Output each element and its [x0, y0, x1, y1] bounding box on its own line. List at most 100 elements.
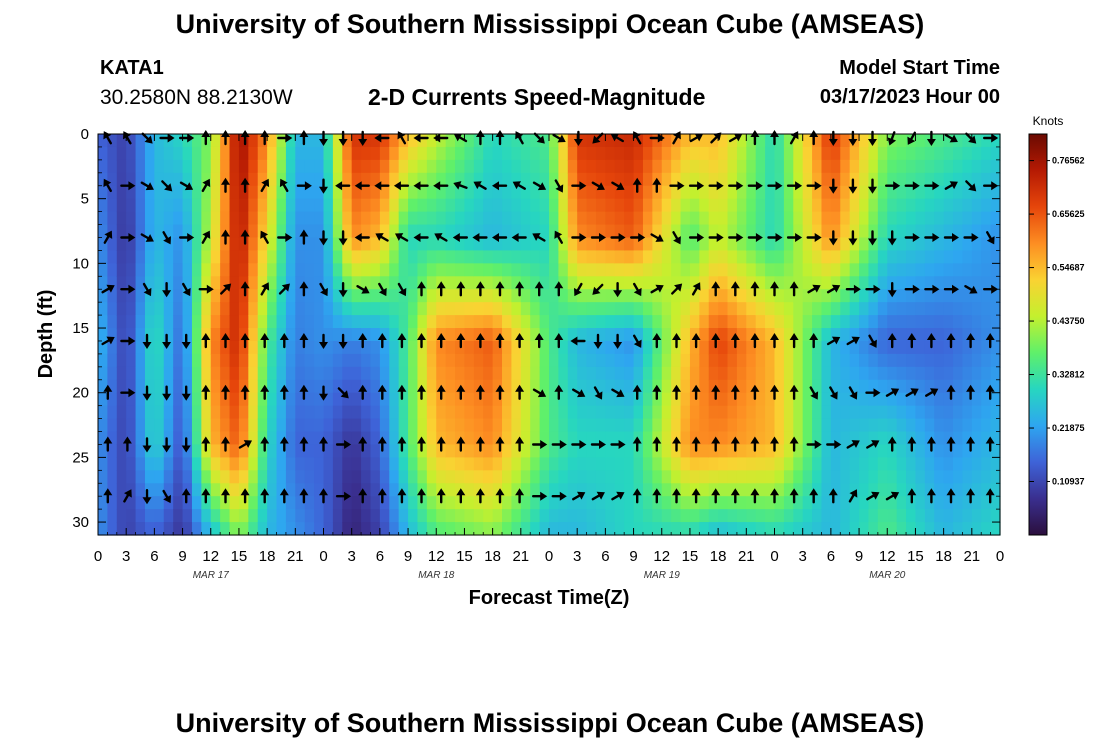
- heatmap-cell: [445, 496, 456, 510]
- heatmap-cell: [595, 289, 606, 303]
- heatmap-cell: [173, 444, 184, 458]
- heatmap-cell: [605, 483, 616, 497]
- heatmap-cell: [633, 509, 644, 523]
- heatmap-cell: [455, 263, 466, 277]
- heatmap-cell: [304, 353, 315, 368]
- heatmap-cell: [351, 302, 362, 316]
- heatmap-cell: [896, 302, 907, 316]
- heatmap-cell: [577, 509, 588, 523]
- heatmap-cell: [511, 483, 522, 497]
- heatmap-cell: [332, 172, 343, 187]
- heatmap-cell: [520, 509, 531, 523]
- current-vector-arrow: [240, 384, 250, 400]
- heatmap-cell: [595, 353, 606, 368]
- heatmap-cell: [577, 146, 588, 161]
- heatmap-cell: [887, 146, 898, 161]
- heatmap-cell: [295, 457, 306, 471]
- heatmap-cell: [849, 379, 860, 394]
- current-vector-arrow: [279, 384, 289, 400]
- heatmap-cell: [201, 159, 212, 174]
- current-vector-arrow: [532, 181, 547, 191]
- heatmap-cell: [830, 289, 841, 303]
- heatmap-cell: [238, 405, 249, 420]
- heatmap-cell: [558, 146, 569, 161]
- heatmap-cell: [746, 405, 757, 420]
- heatmap-cell: [830, 392, 841, 407]
- heatmap-cell: [342, 392, 353, 407]
- heatmap-cell: [248, 237, 259, 252]
- heatmap-cell: [473, 457, 484, 471]
- heatmap-cell: [342, 159, 353, 174]
- heatmap-cell: [915, 483, 926, 497]
- heatmap-cell: [361, 276, 372, 290]
- heatmap-cell: [304, 379, 315, 394]
- current-vector-arrow: [181, 488, 191, 504]
- heatmap-cell: [915, 392, 926, 407]
- heatmap-cell: [840, 159, 851, 174]
- heatmap-cell: [295, 263, 306, 277]
- heatmap-cell: [210, 353, 221, 368]
- heatmap-cell: [830, 418, 841, 433]
- heatmap-cell: [840, 328, 851, 342]
- heatmap-cell: [971, 172, 982, 187]
- heatmap-cell: [802, 392, 813, 407]
- heatmap-cell: [605, 470, 616, 484]
- heatmap-cell: [849, 418, 860, 433]
- heatmap-cell: [586, 522, 597, 536]
- heatmap-cell: [464, 172, 475, 187]
- heatmap-cell: [971, 185, 982, 200]
- heatmap-cell: [906, 366, 917, 381]
- heatmap-cell: [718, 353, 729, 368]
- heatmap-cell: [755, 211, 766, 226]
- heatmap-cell: [934, 134, 945, 148]
- current-vector-arrow: [944, 181, 958, 190]
- heatmap-cell: [351, 470, 362, 484]
- heatmap-cell: [248, 392, 259, 407]
- heatmap-cell: [859, 522, 870, 536]
- heatmap-cell: [398, 470, 409, 484]
- heatmap-cell: [577, 185, 588, 200]
- heatmap-cell: [765, 185, 776, 200]
- current-vector-arrow: [592, 283, 604, 295]
- heatmap-cell: [191, 315, 202, 329]
- heatmap-cell: [220, 289, 231, 303]
- heatmap-cell: [276, 134, 287, 148]
- heatmap-cell: [633, 328, 644, 342]
- heatmap-cell: [389, 146, 400, 161]
- heatmap-cell: [332, 405, 343, 420]
- heatmap-cell: [680, 431, 691, 446]
- heatmap-cell: [511, 211, 522, 226]
- heatmap-cell: [398, 392, 409, 407]
- heatmap-cell: [830, 263, 841, 277]
- heatmap-cell: [520, 353, 531, 368]
- heatmap-cell: [323, 379, 334, 394]
- heatmap-cell: [492, 340, 503, 355]
- heatmap-cell: [135, 159, 146, 174]
- heatmap-cell: [445, 340, 456, 355]
- heatmap-cell: [934, 224, 945, 239]
- heatmap-cell: [436, 146, 447, 161]
- heatmap-cell: [652, 315, 663, 329]
- heatmap-cell: [332, 289, 343, 303]
- heatmap-cell: [511, 146, 522, 161]
- heatmap-cell: [530, 496, 541, 510]
- heatmap-cell: [906, 457, 917, 471]
- heatmap-cell: [736, 276, 747, 290]
- heatmap-cell: [398, 172, 409, 187]
- heatmap-cell: [483, 431, 494, 446]
- heatmap-cell: [765, 496, 776, 510]
- heatmap-cell: [642, 392, 653, 407]
- heatmap-cell: [182, 444, 193, 458]
- heatmap-cell: [361, 250, 372, 264]
- heatmap-cell: [154, 134, 165, 148]
- heatmap-cell: [774, 496, 785, 510]
- heatmap-cell: [285, 211, 296, 226]
- heatmap-cell: [210, 302, 221, 316]
- heatmap-cell: [614, 444, 625, 458]
- heatmap-cell: [783, 366, 794, 381]
- heatmap-cell: [285, 509, 296, 523]
- heatmap-cell: [906, 353, 917, 368]
- current-vector-arrow: [926, 436, 936, 452]
- heatmap-cell: [708, 159, 719, 174]
- heatmap-cell: [549, 263, 559, 277]
